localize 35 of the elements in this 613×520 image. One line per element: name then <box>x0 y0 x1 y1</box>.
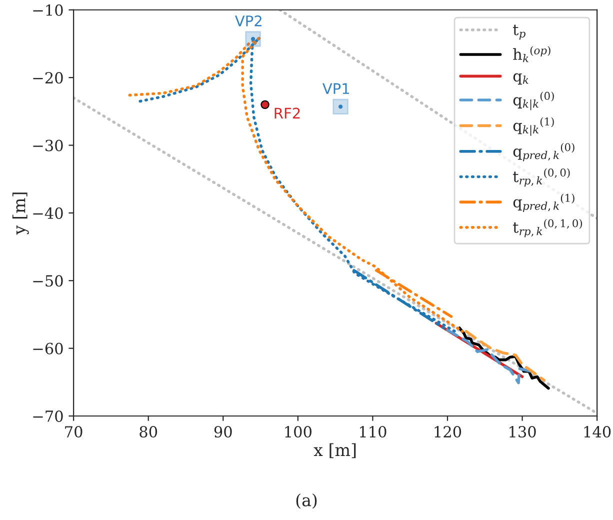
x-tick-label: 90 <box>214 426 232 438</box>
x-tick-label: 100 <box>285 426 312 438</box>
legend-label: q$_{pred,k}$$^{(0)}$ <box>513 142 574 162</box>
legend-label: q$_{k|k}$$^{(0)}$ <box>513 92 554 110</box>
point <box>332 98 349 115</box>
x-tick-label: 120 <box>434 426 462 438</box>
y-tick-label: −40 <box>33 207 63 219</box>
legend-label: q$_{pred,k}$$^{(1)}$ <box>513 194 574 212</box>
y-tick-label: −10 <box>33 4 63 16</box>
y-axis-title: y [m] <box>12 192 29 235</box>
series-label: RF2 <box>274 108 300 118</box>
y-tick-label: −70 <box>33 410 63 422</box>
legend-label: q$_{k}$ <box>513 73 528 85</box>
line-series <box>446 328 532 384</box>
legend-label: h$_{k}$$^{(op)}$ <box>513 46 550 62</box>
x-tick-label: 130 <box>510 426 536 438</box>
legend-label: t$_{p}$ <box>513 24 526 40</box>
series-label: VP2 <box>234 15 262 26</box>
x-axis-title: x [m] <box>314 443 356 458</box>
y-tick-label: −20 <box>33 72 63 84</box>
legend-label: t$_{rp,k}$$^{(0,0)}$ <box>513 168 570 187</box>
point <box>245 31 262 47</box>
x-tick-label: 70 <box>65 426 82 438</box>
x-tick-label: 140 <box>584 426 611 438</box>
y-tick-label: −60 <box>33 342 63 354</box>
line-series <box>464 330 546 382</box>
legend-label: q$_{k|k}$$^{(1)}$ <box>513 117 554 136</box>
x-tick-label: 80 <box>140 426 158 438</box>
x-tick-label: 110 <box>360 426 386 438</box>
series-label: VP1 <box>322 83 350 94</box>
y-tick-label: −30 <box>33 140 63 152</box>
point <box>260 100 270 109</box>
y-tick-label: −50 <box>33 275 63 287</box>
text: (a) <box>296 493 317 509</box>
legend-label: t$_{rp,k}$$^{(0,1,0)}$ <box>513 219 582 238</box>
